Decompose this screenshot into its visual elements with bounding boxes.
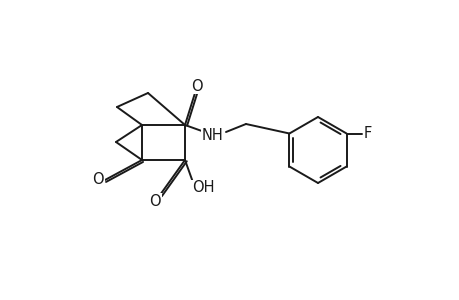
Text: F: F — [363, 126, 371, 141]
Text: NH: NH — [202, 128, 224, 142]
Text: O: O — [149, 194, 161, 208]
Text: O: O — [92, 172, 104, 188]
Text: OH: OH — [191, 181, 214, 196]
Text: O: O — [191, 79, 202, 94]
